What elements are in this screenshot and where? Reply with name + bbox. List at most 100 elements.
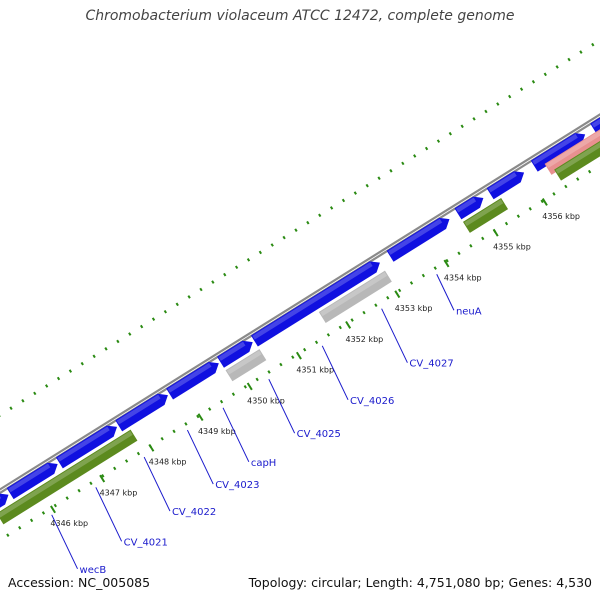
ring-dot [421,273,426,278]
ring-dot [231,392,236,397]
ring-dot [219,399,224,404]
ring-dot [397,288,402,293]
feature-highlight [464,199,504,227]
ring-dot [469,244,473,248]
ring-dot [445,258,449,263]
feature-highlight [218,341,246,361]
ring-dot [318,213,322,218]
ring-dot [223,272,227,277]
ring-dot [457,251,461,256]
backbone-line [0,113,600,491]
ring-dot [175,302,179,307]
ring-dot [184,422,188,426]
ring-dot [6,533,10,537]
ring-dot [508,94,512,99]
genome-stats-text: Topology: circular; Length: 4,751,080 bp… [248,575,592,590]
major-tick [492,228,499,237]
ring-dot [460,124,464,129]
gene-leader-line [51,514,78,570]
ring-dot [199,287,203,292]
ring-dot [555,65,559,69]
ring-dot [424,146,429,151]
tick-label: 4354 kbp [444,273,482,282]
gene-label: wecB [80,565,107,576]
ring-dot [303,347,307,352]
ring-dot [160,436,164,441]
feature-highlight [488,172,517,193]
tick-label: 4353 kbp [395,304,433,313]
feature-block [55,425,118,469]
feature-highlight [0,431,133,518]
ring-dot [401,161,405,166]
major-tick [443,259,450,268]
feature-block [386,217,450,262]
major-tick [394,290,401,299]
ring-dot [591,42,595,47]
ring-dot [258,250,263,255]
feature-block [0,493,9,508]
ring-dot [77,488,81,493]
tick-label: 4352 kbp [346,335,384,344]
ring-dot [187,295,191,299]
gene-label: capH [251,458,277,469]
ring-dot [294,228,298,232]
ring-dot [341,198,346,203]
ring-dot [101,474,105,478]
ring-dot [92,354,96,359]
ring-dot [291,355,295,359]
ring-dot [21,398,25,403]
gene-leader-line [381,308,408,363]
ring-dot [326,333,331,337]
ring-dot [116,339,120,344]
feature-block [225,349,267,382]
ring-dot [433,266,437,270]
ring-dot [279,362,283,367]
feature-block [486,171,525,200]
ring-dot [314,340,319,345]
ring-dot [139,324,144,329]
tick-label: 4351 kbp [296,366,334,375]
ring-dot [18,525,22,530]
ring-dot [29,518,34,523]
ring-dot [496,102,500,106]
feature-highlight [252,262,373,340]
feature-block [217,340,253,368]
feature-highlight [532,133,578,165]
ring-dot [516,214,521,218]
tick-label: 4347 kbp [100,488,138,497]
ring-dot [267,370,271,374]
ring-dot [65,496,69,500]
feature-highlight [455,197,477,213]
ring-dot [519,87,524,91]
tick-label: 4350 kbp [247,396,285,405]
ring-dot [504,221,509,226]
tick-marks: 4346 kbp 4347 kbp 4348 kbp 4349 kbp 4350 kbp… [50,198,580,528]
gene-label: CV_4021 [124,537,168,548]
gene-leader-line [268,378,296,434]
gene-label: neuA [456,306,482,317]
ring-dot [564,184,568,189]
ring-dot [353,191,357,195]
ring-dot [234,265,239,270]
ring-dot [163,309,168,314]
major-tick [295,351,302,360]
major-tick [246,382,253,391]
ring-dot [413,154,417,158]
feature-highlight [591,118,600,128]
ring-dot [374,303,378,308]
ring-dot [196,414,200,419]
gene-labels: wecB CV_4021 CV_4022 CV_4023 capH CV_4025 CV_4… [51,274,482,576]
feature-highlight [545,130,600,168]
ring-dot [282,235,286,240]
feature-block [544,129,600,175]
ring-dot [528,206,532,211]
feature-block [554,140,600,181]
ring-dot [552,192,556,196]
ring-dot [329,206,334,210]
feature-block [166,362,219,400]
major-tick [50,505,56,514]
gene-label: CV_4027 [409,359,453,370]
feature-highlight [57,426,110,462]
ring-dot [128,332,132,336]
inner-dotted-ring [6,163,600,537]
